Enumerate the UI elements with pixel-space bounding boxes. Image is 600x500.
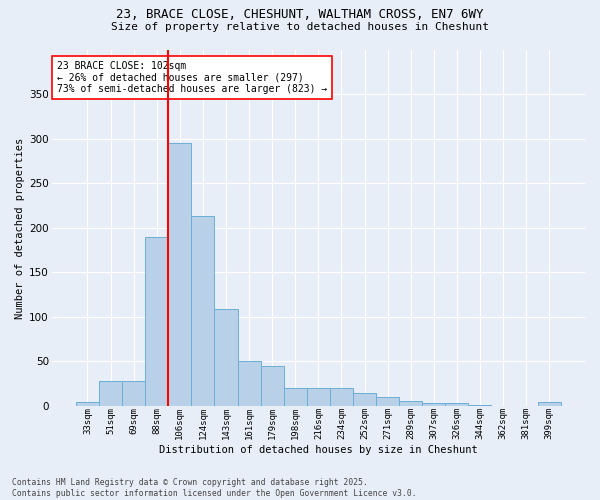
Y-axis label: Number of detached properties: Number of detached properties (15, 138, 25, 318)
Bar (469, 405, 491, 406)
Bar (538, 402, 561, 406)
Text: Contains HM Land Registry data © Crown copyright and database right 2025.
Contai: Contains HM Land Registry data © Crown c… (12, 478, 416, 498)
Bar (422, 403, 445, 406)
Bar (376, 397, 399, 406)
Text: 23, BRACE CLOSE, CHESHUNT, WALTHAM CROSS, EN7 6WY: 23, BRACE CLOSE, CHESHUNT, WALTHAM CROSS… (116, 8, 484, 20)
X-axis label: Distribution of detached houses by size in Cheshunt: Distribution of detached houses by size … (159, 445, 478, 455)
Bar (445, 403, 469, 406)
Bar (284, 388, 307, 406)
Bar (238, 362, 260, 406)
Bar (145, 237, 168, 406)
Bar (168, 144, 191, 406)
Bar (214, 309, 238, 406)
Bar (191, 216, 214, 406)
Bar (307, 388, 330, 406)
Bar (399, 402, 422, 406)
Bar (122, 381, 145, 406)
Bar (260, 366, 284, 406)
Text: 23 BRACE CLOSE: 102sqm
← 26% of detached houses are smaller (297)
73% of semi-de: 23 BRACE CLOSE: 102sqm ← 26% of detached… (57, 60, 327, 94)
Text: Size of property relative to detached houses in Cheshunt: Size of property relative to detached ho… (111, 22, 489, 32)
Bar (353, 394, 376, 406)
Bar (99, 381, 122, 406)
Bar (76, 402, 99, 406)
Bar (330, 388, 353, 406)
